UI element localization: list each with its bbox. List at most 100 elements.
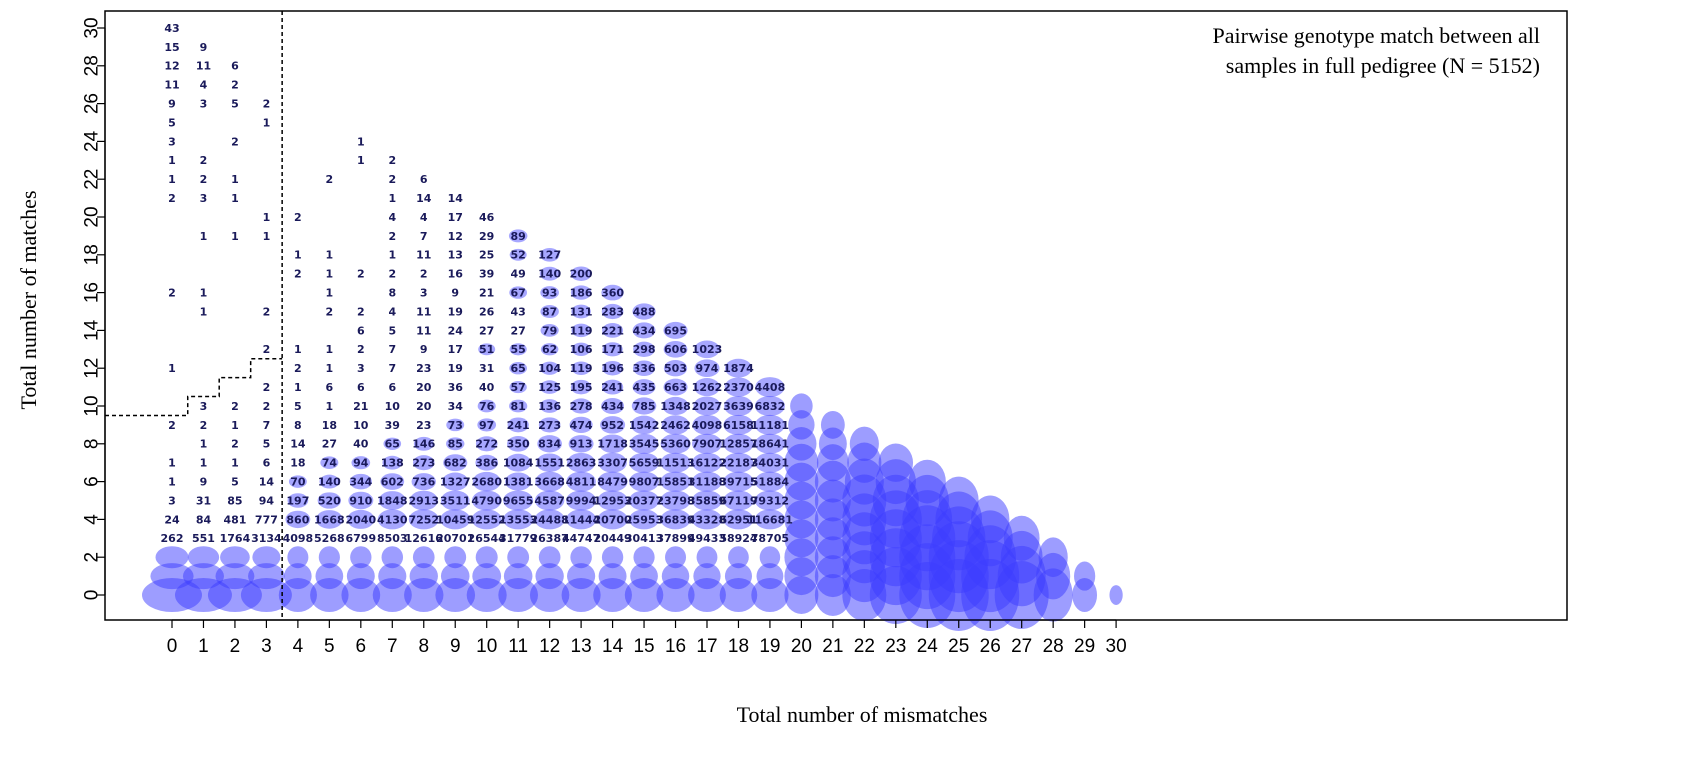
count-label: 16 — [448, 268, 464, 281]
bubble — [288, 475, 307, 488]
bubble — [661, 563, 690, 590]
count-label: 14 — [448, 192, 464, 205]
count-label: 4098 — [692, 419, 723, 432]
count-label: 2 — [168, 419, 176, 432]
count-label: 5 — [231, 475, 239, 488]
bubble — [755, 377, 785, 398]
count-label: 5 — [168, 116, 176, 129]
count-label: 27 — [479, 324, 494, 337]
bubble — [507, 417, 529, 433]
count-label: 1 — [388, 249, 396, 262]
y-tick-label: 30 — [82, 17, 103, 38]
x-tick-label: 3 — [261, 636, 272, 657]
bubble — [477, 399, 496, 413]
count-label: 76 — [479, 400, 495, 413]
bubble — [509, 343, 527, 356]
count-label: 360 — [601, 286, 624, 299]
bubble — [315, 563, 344, 590]
count-label: 9 — [200, 41, 208, 54]
count-label: 2 — [263, 97, 271, 110]
bubble — [534, 490, 565, 511]
count-label: 10 — [353, 419, 369, 432]
bubble — [567, 563, 596, 590]
count-label: 18 — [322, 419, 337, 432]
count-label: 5 — [388, 324, 396, 337]
count-label: 6 — [357, 381, 365, 394]
bubble — [660, 433, 691, 454]
bubble — [440, 509, 471, 530]
count-label: 1668 — [314, 513, 345, 526]
count-label: 85 — [448, 438, 463, 451]
bubble — [723, 490, 754, 511]
count-label: 2 — [357, 343, 365, 356]
count-label: 17 — [448, 343, 463, 356]
x-axis-title: Total number of mismatches — [737, 702, 988, 727]
count-label: 65 — [511, 362, 526, 375]
count-label: 11444 — [562, 513, 601, 526]
bubble — [660, 452, 691, 473]
bubble — [754, 471, 785, 492]
count-label: 6 — [388, 381, 396, 394]
bubble — [1003, 515, 1040, 561]
bubble — [383, 437, 402, 450]
count-label: 70 — [290, 475, 306, 488]
bubble — [539, 266, 560, 281]
bubble — [503, 563, 533, 590]
count-label: 3307 — [597, 457, 628, 470]
count-label: 1 — [168, 173, 176, 186]
count-label: 20701 — [436, 532, 474, 545]
count-label: 26387 — [530, 532, 568, 545]
count-label-layer: 2622431121221135911121543551843191123111… — [161, 22, 793, 545]
count-label: 5659 — [629, 457, 660, 470]
count-label: 18641 — [751, 438, 789, 451]
count-label: 197 — [286, 494, 309, 507]
count-label: 140 — [318, 475, 341, 488]
count-label: 952 — [601, 419, 624, 432]
count-label: 87 — [542, 305, 557, 318]
count-label: 7 — [420, 230, 428, 243]
bubble — [566, 490, 597, 511]
count-label: 278 — [570, 400, 593, 413]
bubble — [475, 454, 498, 471]
bubble — [509, 286, 528, 299]
bubble — [570, 546, 592, 569]
count-label: 39715 — [719, 475, 757, 488]
count-label: 2 — [200, 419, 208, 432]
bubble — [215, 563, 255, 590]
bubble — [240, 578, 292, 612]
count-label: 1 — [357, 135, 365, 148]
count-label: 1 — [326, 268, 334, 281]
x-tick-label: 2 — [230, 636, 241, 657]
count-label: 43 — [511, 305, 526, 318]
count-label: 5 — [294, 400, 302, 413]
x-tick-label: 26 — [980, 636, 1001, 657]
count-label: 57 — [511, 381, 526, 394]
count-label: 2 — [357, 268, 365, 281]
count-label: 1 — [231, 457, 239, 470]
count-label: 1848 — [377, 494, 408, 507]
bubble — [507, 435, 530, 452]
bubble — [754, 509, 785, 530]
count-label: 36839 — [656, 513, 694, 526]
count-label: 73 — [448, 419, 463, 432]
bubble — [632, 360, 656, 376]
count-label: 7 — [388, 362, 396, 375]
bubble — [287, 546, 309, 569]
threshold-line — [105, 11, 283, 620]
bubble — [477, 418, 497, 432]
count-label: 146 — [412, 438, 435, 451]
count-label: 1327 — [440, 475, 471, 488]
x-tick-label: 28 — [1043, 636, 1064, 657]
count-label: 55 — [511, 343, 526, 356]
count-label: 1 — [357, 154, 365, 167]
count-label: 3134 — [251, 532, 282, 545]
count-label: 36 — [448, 381, 464, 394]
bubble — [539, 380, 560, 394]
count-label: 89 — [511, 230, 526, 243]
count-label: 2 — [420, 268, 428, 281]
count-label: 44747 — [562, 532, 600, 545]
bubble — [540, 343, 559, 356]
x-tick-label: 21 — [822, 636, 843, 657]
count-label: 1542 — [629, 419, 660, 432]
count-label: 4 — [420, 211, 428, 224]
